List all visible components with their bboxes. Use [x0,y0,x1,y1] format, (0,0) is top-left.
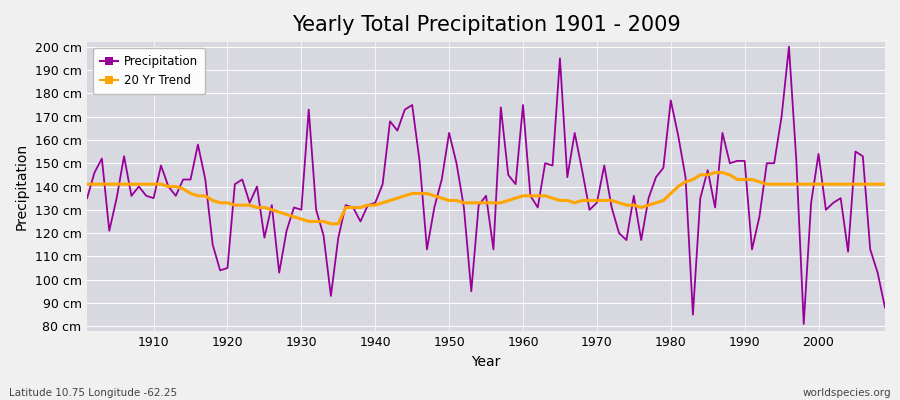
X-axis label: Year: Year [472,355,500,369]
Text: Latitude 10.75 Longitude -62.25: Latitude 10.75 Longitude -62.25 [9,388,177,398]
Y-axis label: Precipitation: Precipitation [15,143,29,230]
Title: Yearly Total Precipitation 1901 - 2009: Yearly Total Precipitation 1901 - 2009 [292,15,680,35]
Legend: Precipitation, 20 Yr Trend: Precipitation, 20 Yr Trend [93,48,205,94]
Text: worldspecies.org: worldspecies.org [803,388,891,398]
